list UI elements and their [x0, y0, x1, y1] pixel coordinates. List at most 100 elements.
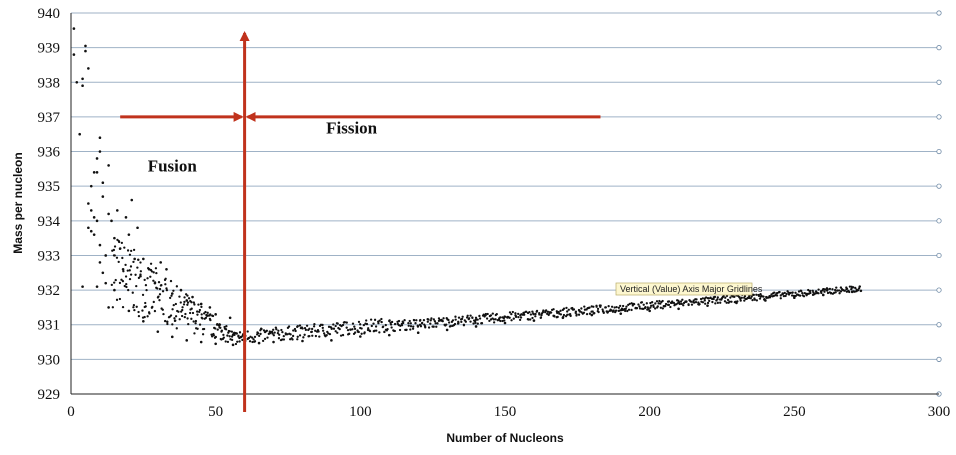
data-point — [688, 298, 691, 302]
data-point — [224, 340, 227, 343]
data-point — [177, 310, 180, 313]
data-point — [101, 195, 105, 198]
data-point — [310, 330, 313, 334]
data-point — [532, 313, 535, 316]
data-point — [859, 289, 863, 293]
data-point — [858, 285, 861, 288]
data-point — [380, 320, 383, 324]
data-point — [84, 49, 87, 53]
data-point — [377, 322, 380, 325]
data-point — [445, 328, 449, 332]
data-point — [695, 298, 698, 301]
data-point — [325, 334, 328, 337]
data-point — [408, 319, 411, 323]
data-point — [716, 298, 719, 301]
data-point — [75, 80, 79, 84]
y-tick-label: 930 — [38, 352, 61, 368]
gridline-tooltip-text: Vertical (Value) Axis Major Gridlines — [620, 284, 763, 294]
data-point — [165, 289, 169, 292]
data-point — [638, 307, 642, 310]
data-point — [141, 293, 145, 297]
data-point — [566, 313, 569, 316]
data-point — [228, 316, 232, 320]
data-point — [472, 322, 475, 325]
data-point — [567, 308, 570, 311]
data-point — [848, 290, 851, 294]
data-point — [115, 209, 119, 212]
data-point — [247, 336, 250, 340]
data-point — [139, 273, 142, 276]
data-point — [529, 313, 533, 316]
gridline-end-handle — [936, 114, 942, 120]
data-point — [733, 295, 736, 298]
data-point — [191, 311, 195, 315]
data-point — [214, 335, 218, 339]
data-point — [125, 285, 128, 289]
data-point — [592, 312, 595, 315]
data-point — [321, 326, 324, 329]
data-point — [798, 294, 802, 297]
data-point — [432, 318, 436, 321]
data-point — [532, 319, 536, 322]
data-point — [773, 291, 776, 294]
data-point — [120, 241, 124, 245]
data-point — [185, 339, 189, 342]
data-point — [606, 310, 610, 313]
data-point — [81, 84, 84, 88]
data-point — [129, 265, 133, 268]
data-point — [186, 294, 189, 297]
data-point — [642, 303, 645, 306]
data-point — [137, 276, 141, 280]
data-point — [599, 304, 602, 307]
data-point — [650, 301, 654, 304]
data-point — [474, 325, 478, 328]
data-point — [173, 317, 176, 320]
data-point — [734, 300, 737, 303]
data-point — [107, 164, 110, 167]
data-point — [222, 333, 225, 337]
data-point — [775, 294, 779, 297]
data-point — [341, 323, 345, 327]
data-point — [522, 311, 526, 315]
data-point — [492, 318, 496, 321]
data-point — [272, 340, 275, 344]
data-point — [679, 300, 683, 303]
annotation-fission: Fission — [326, 118, 378, 137]
data-point — [139, 261, 142, 264]
data-point — [763, 298, 766, 301]
data-point — [755, 293, 758, 296]
x-tick-label: 150 — [494, 404, 517, 420]
data-point — [147, 267, 150, 270]
data-point — [635, 307, 639, 310]
data-point — [308, 335, 311, 338]
data-point — [607, 305, 610, 308]
data-point — [194, 322, 197, 325]
data-point — [190, 301, 193, 304]
data-point — [212, 334, 215, 337]
data-point — [282, 338, 286, 341]
data-point — [582, 311, 586, 314]
data-point — [221, 337, 225, 341]
data-point — [259, 327, 263, 330]
data-point — [514, 312, 517, 315]
data-point — [128, 253, 132, 256]
data-point — [135, 284, 138, 288]
data-point — [137, 258, 140, 261]
data-point — [236, 340, 239, 343]
data-point — [697, 303, 701, 306]
data-point — [118, 281, 122, 285]
data-point — [330, 327, 333, 330]
data-point — [292, 329, 295, 332]
data-point — [199, 340, 203, 344]
data-point — [699, 297, 703, 301]
data-point — [728, 300, 731, 303]
data-point — [542, 309, 545, 312]
data-point — [290, 337, 293, 340]
data-point — [193, 303, 196, 306]
data-point — [211, 314, 214, 317]
data-point — [617, 306, 621, 309]
data-point — [478, 314, 481, 318]
data-point — [308, 327, 311, 330]
data-point — [401, 320, 404, 323]
